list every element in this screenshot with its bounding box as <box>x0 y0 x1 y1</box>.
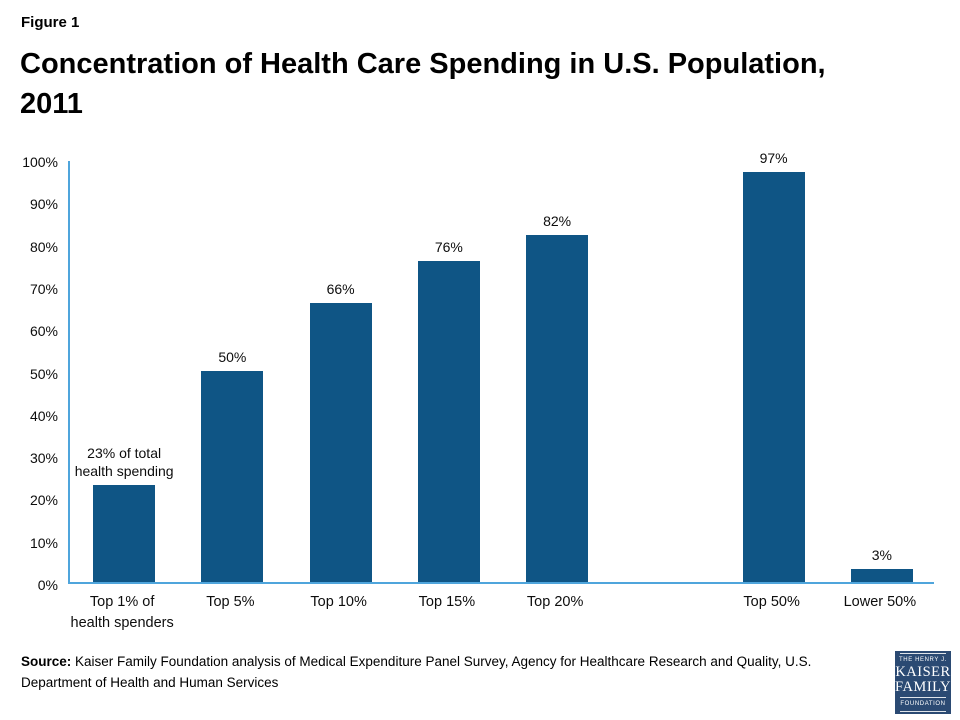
x-axis-label: Top 50% <box>743 594 800 610</box>
x-axis-label: Top 20% <box>526 594 584 610</box>
bar-value-label: 50% <box>218 348 247 365</box>
logo-top-text: THE HENRY J. <box>899 657 947 663</box>
figure-label: Figure 1 <box>21 14 80 31</box>
y-axis-labels: 0% 10% 20% 30% 40% 50% 60% 70% 80% 90% 100% <box>0 154 58 593</box>
logo-top-rule <box>900 653 946 654</box>
y-tick-label: 90% <box>29 196 58 213</box>
y-tick-label: 20% <box>29 492 58 509</box>
logo-bottom-rule <box>900 711 946 712</box>
logo-name-line-1: KAISER <box>895 664 951 680</box>
y-tick-label: 40% <box>29 407 58 424</box>
bar-6 <box>742 171 805 582</box>
bar-value-label: 23% of total health spending <box>74 444 174 479</box>
y-tick-label: 50% <box>29 365 58 382</box>
x-axis-labels: Top 1% of health spenders Top 5% Top 10% To… <box>68 592 934 642</box>
bar-value-label: 82% <box>543 213 572 230</box>
source-label: Source: <box>21 654 72 669</box>
bar-5 <box>526 235 589 582</box>
bar-value-label: 66% <box>326 280 355 297</box>
x-axis-label: Top 5% <box>206 594 255 610</box>
plot-area: 23% of total health spending 50% 66% 76% 82%… <box>68 150 934 584</box>
bar-value-label: 76% <box>434 238 463 255</box>
bar-1 <box>93 484 156 582</box>
y-tick-label: 30% <box>29 450 58 467</box>
x-axis-label: Top 1% of health spenders <box>70 594 174 631</box>
bar-4 <box>417 260 480 582</box>
y-tick-label: 70% <box>29 280 58 297</box>
logo-middle-rule <box>900 697 946 698</box>
y-tick-label: 10% <box>29 534 58 551</box>
bar-value-label: 97% <box>759 149 788 166</box>
chart-title-line-2: 2011 <box>20 88 83 120</box>
x-axis-label: Top 10% <box>310 594 367 610</box>
y-tick-label: 0% <box>37 577 58 593</box>
chart-title: Concentration of Health Care Spending in… <box>20 44 944 124</box>
bar-7 <box>850 569 913 582</box>
logo-bottom-text: FOUNDATION <box>900 701 946 707</box>
source-text: Kaiser Family Foundation analysis of Med… <box>21 654 812 690</box>
bar-3 <box>309 302 372 582</box>
bar-2 <box>201 370 264 582</box>
x-axis-label: Top 15% <box>418 594 476 610</box>
chart-title-line-1: Concentration of Health Care Spending in… <box>20 48 826 80</box>
bar-value-label: 3% <box>871 547 892 564</box>
logo-name-line-2: FAMILY <box>894 679 952 695</box>
x-axis-label: Lower 50% <box>843 594 917 610</box>
y-tick-label: 100% <box>22 154 58 170</box>
y-tick-label: 80% <box>29 238 58 255</box>
kaiser-family-foundation-logo: THE HENRY J. KAISER FAMILY FOUNDATION <box>895 651 951 714</box>
y-tick-label: 60% <box>29 323 58 340</box>
source-note: Source: Kaiser Family Foundation analysi… <box>21 651 876 693</box>
